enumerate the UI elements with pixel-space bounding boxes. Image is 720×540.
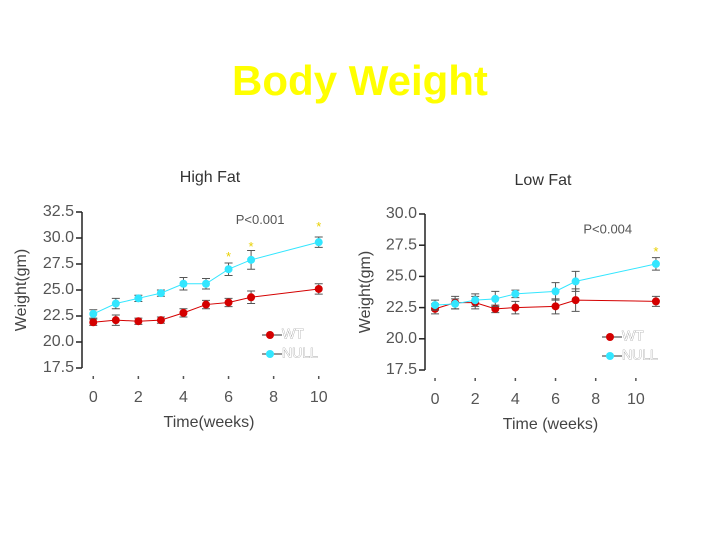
data-point <box>134 317 143 326</box>
x-tick-label: 2 <box>134 389 143 406</box>
y-tick-label: 27.5 <box>43 255 74 272</box>
data-point <box>431 301 440 310</box>
x-tick-label: 4 <box>179 389 188 406</box>
data-point <box>451 299 460 308</box>
y-tick-label: 22.5 <box>386 299 417 316</box>
x-tick-label: 6 <box>224 389 233 406</box>
y-tick-label: 30.0 <box>43 229 74 246</box>
data-point <box>651 297 660 306</box>
y-tick-label: 22.5 <box>43 307 74 324</box>
data-point <box>156 289 165 298</box>
annotation: * <box>249 239 254 254</box>
x-tick-label: 2 <box>471 391 480 408</box>
x-tick-label: 10 <box>310 389 328 406</box>
data-point <box>224 298 233 307</box>
legend-marker <box>606 352 614 360</box>
data-point <box>571 277 580 286</box>
legend-label: WT <box>282 326 304 342</box>
data-point <box>511 303 520 312</box>
legend-label: NULL <box>622 347 658 363</box>
data-point <box>111 299 120 308</box>
x-axis-label: Time (weeks) <box>503 416 598 433</box>
annotation: P<0.004 <box>583 222 632 237</box>
legend-label: WT <box>622 328 644 344</box>
y-tick-label: 25.0 <box>43 281 74 298</box>
data-point <box>651 259 660 268</box>
chart-title: High Fat <box>180 169 241 186</box>
annotation: P<0.001 <box>236 212 285 227</box>
y-tick-label: 20.0 <box>386 330 417 347</box>
data-point <box>202 300 210 309</box>
x-tick-label: 0 <box>89 389 98 406</box>
data-point <box>89 318 98 327</box>
y-axis-label: Weight(gm) <box>357 251 374 333</box>
x-tick-label: 4 <box>511 391 520 408</box>
data-point <box>224 265 233 274</box>
data-point <box>134 294 143 303</box>
x-tick-label: 8 <box>269 389 278 406</box>
y-tick-label: 30.0 <box>386 205 417 222</box>
slide-title: Body Weight <box>232 57 488 104</box>
data-point <box>247 255 256 264</box>
y-tick-label: 20.0 <box>43 333 74 350</box>
x-axis-label: Time(weeks) <box>164 414 255 431</box>
x-tick-label: 8 <box>591 391 600 408</box>
legend-marker <box>266 350 274 358</box>
data-point <box>314 284 323 293</box>
data-point <box>179 279 188 288</box>
data-point <box>179 308 188 317</box>
chart-title: Low Fat <box>515 172 572 189</box>
data-point <box>247 293 256 302</box>
data-point <box>551 287 560 296</box>
data-point <box>314 238 323 247</box>
y-axis-label: Weight(gm) <box>13 249 30 331</box>
y-tick-label: 17.5 <box>43 359 74 376</box>
legend-marker <box>266 331 274 339</box>
data-point <box>156 316 165 325</box>
data-point <box>471 296 480 305</box>
annotation: * <box>316 219 321 234</box>
annotation: * <box>653 244 658 259</box>
y-tick-label: 27.5 <box>386 236 417 253</box>
data-point <box>202 279 210 288</box>
legend-marker <box>606 333 614 341</box>
data-point <box>111 316 120 325</box>
x-tick-label: 6 <box>551 391 560 408</box>
data-point <box>89 309 98 318</box>
data-point <box>551 302 560 311</box>
data-point <box>571 296 580 305</box>
y-tick-label: 32.5 <box>43 203 74 220</box>
x-tick-label: 10 <box>627 391 645 408</box>
data-point <box>491 294 500 303</box>
series-line <box>435 263 657 306</box>
annotation: * <box>226 249 231 264</box>
y-tick-label: 17.5 <box>386 361 417 378</box>
x-tick-label: 0 <box>431 391 440 408</box>
y-tick-label: 25.0 <box>386 268 417 285</box>
data-point <box>511 289 520 298</box>
legend-label: NULL <box>282 345 318 361</box>
